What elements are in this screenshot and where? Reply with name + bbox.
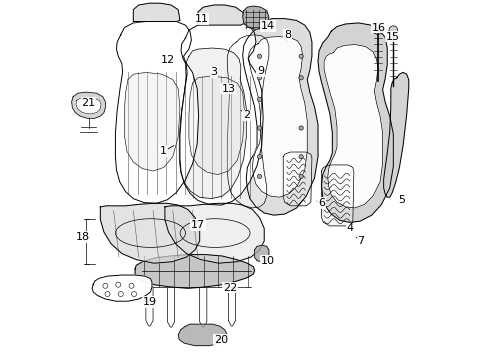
Polygon shape xyxy=(321,165,353,226)
Polygon shape xyxy=(283,152,311,206)
Text: 13: 13 xyxy=(221,84,235,94)
Text: 7: 7 xyxy=(357,236,364,246)
Text: 10: 10 xyxy=(260,256,274,266)
Circle shape xyxy=(257,126,261,130)
Polygon shape xyxy=(179,48,246,199)
Polygon shape xyxy=(254,245,268,262)
Polygon shape xyxy=(178,324,227,346)
Polygon shape xyxy=(124,72,180,171)
Polygon shape xyxy=(198,5,244,25)
Polygon shape xyxy=(188,76,244,175)
Circle shape xyxy=(298,154,303,159)
Circle shape xyxy=(298,126,303,130)
Circle shape xyxy=(374,26,380,32)
Polygon shape xyxy=(383,72,408,197)
Text: 22: 22 xyxy=(223,283,237,293)
Circle shape xyxy=(257,154,261,159)
Polygon shape xyxy=(135,255,254,288)
Text: 18: 18 xyxy=(75,232,89,242)
Text: 1: 1 xyxy=(160,146,167,156)
Circle shape xyxy=(388,26,397,35)
Polygon shape xyxy=(100,203,199,263)
Text: 19: 19 xyxy=(142,297,156,307)
Circle shape xyxy=(371,23,383,35)
Polygon shape xyxy=(92,275,152,301)
Polygon shape xyxy=(242,6,268,30)
Circle shape xyxy=(257,54,261,58)
Text: 4: 4 xyxy=(346,224,353,233)
Polygon shape xyxy=(317,23,392,222)
Circle shape xyxy=(257,76,261,80)
Text: 5: 5 xyxy=(397,195,404,205)
Polygon shape xyxy=(76,98,101,114)
Polygon shape xyxy=(133,3,180,22)
Circle shape xyxy=(298,54,303,58)
Text: 12: 12 xyxy=(160,55,174,65)
Text: 11: 11 xyxy=(194,14,208,24)
Text: 3: 3 xyxy=(210,67,217,77)
Polygon shape xyxy=(227,35,268,208)
Text: 17: 17 xyxy=(190,220,204,230)
Polygon shape xyxy=(180,22,263,205)
Circle shape xyxy=(257,174,261,179)
Circle shape xyxy=(298,76,303,80)
Polygon shape xyxy=(72,92,105,118)
Text: 20: 20 xyxy=(214,334,228,345)
Text: 15: 15 xyxy=(386,32,400,41)
Text: 14: 14 xyxy=(260,21,274,31)
Text: 21: 21 xyxy=(81,98,95,108)
Text: 8: 8 xyxy=(284,30,290,40)
Polygon shape xyxy=(242,19,317,215)
Text: 6: 6 xyxy=(318,198,325,208)
Text: 9: 9 xyxy=(257,66,264,76)
Polygon shape xyxy=(115,21,198,203)
Text: 16: 16 xyxy=(371,23,385,33)
Polygon shape xyxy=(248,37,306,197)
Circle shape xyxy=(298,174,303,179)
Polygon shape xyxy=(164,203,264,263)
Text: 2: 2 xyxy=(242,111,249,121)
Circle shape xyxy=(257,97,261,102)
Polygon shape xyxy=(324,44,382,208)
